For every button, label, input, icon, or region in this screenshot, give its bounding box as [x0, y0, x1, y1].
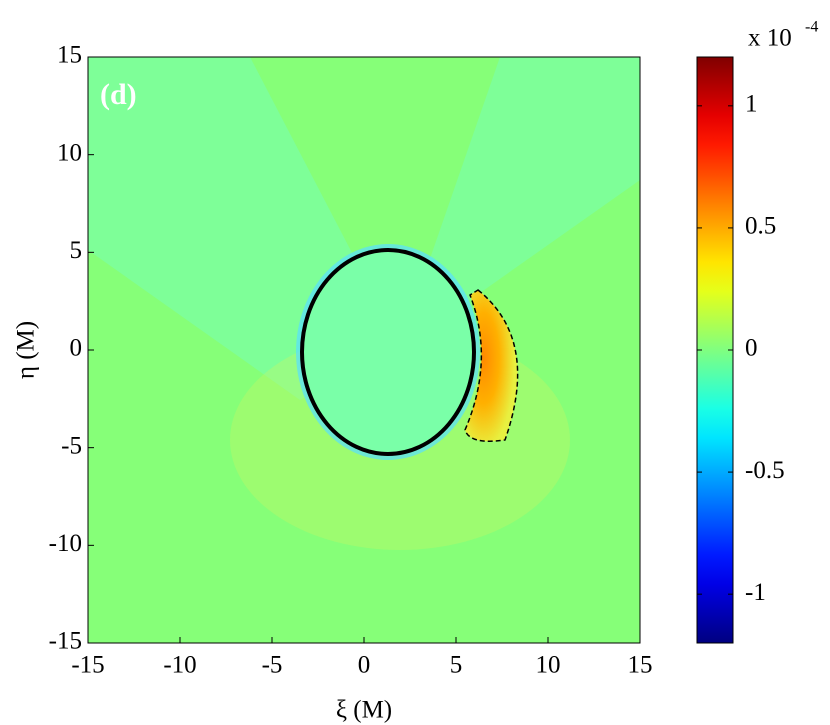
x-tick-label: -10 — [163, 652, 196, 679]
field-wedge — [400, 57, 640, 345]
colorbar — [696, 56, 734, 644]
positive-crescent — [464, 289, 519, 442]
panel-label: (d) — [100, 78, 137, 111]
y-tick-label: 10 — [57, 139, 82, 166]
field — [88, 57, 640, 643]
y-tick-label: -15 — [49, 628, 82, 655]
y-tick-label: -10 — [49, 530, 82, 557]
y-tick-label: 5 — [70, 237, 83, 264]
contour-black — [300, 248, 476, 456]
colorbar-tick-label: 0 — [745, 335, 758, 362]
field-core — [302, 250, 474, 454]
x-axis-label: ξ (M) — [336, 697, 392, 724]
y-tick-label: -5 — [61, 432, 82, 459]
x-tick-label: -15 — [71, 652, 104, 679]
colorbar-tick-label: -1 — [745, 579, 766, 606]
y-tick-label: 15 — [57, 42, 82, 69]
x-tick-label: 5 — [450, 652, 463, 679]
colorbar-tick-label: 0.5 — [745, 213, 776, 240]
y-tick-label: 0 — [70, 335, 83, 362]
y-axis-label: η (M) — [13, 321, 40, 379]
colorbar-exponent: -4 — [805, 19, 818, 36]
x-tick-label: 10 — [536, 652, 561, 679]
colorbar-tick-label: -0.5 — [745, 457, 785, 484]
x-tick-label: 0 — [358, 652, 371, 679]
x-tick-label: 15 — [628, 652, 653, 679]
colorbar-scale: x 10 — [748, 25, 792, 52]
colorbar-tick-label: 1 — [745, 91, 758, 118]
x-tick-label: -5 — [262, 652, 283, 679]
